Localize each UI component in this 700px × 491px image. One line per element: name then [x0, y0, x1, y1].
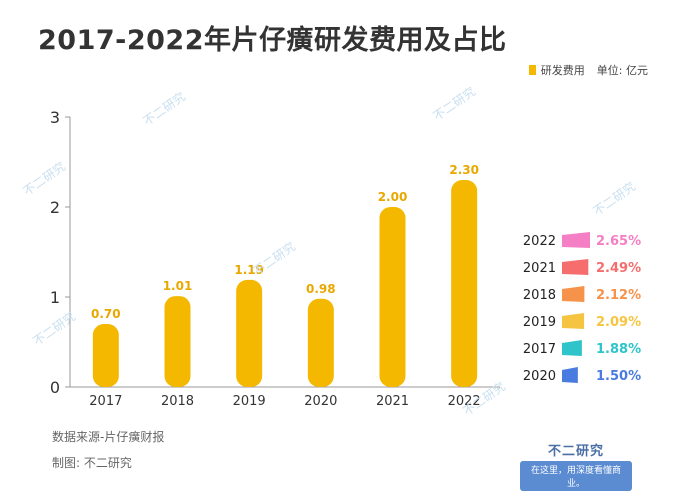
x-tick-label: 2022 — [448, 394, 481, 409]
bar — [379, 207, 406, 387]
legend: 研发费用 单位: 亿元 — [528, 62, 648, 78]
ranking-bar — [562, 286, 585, 302]
ranking-year-label: 2020 — [523, 369, 556, 384]
bar-value-label: 0.70 — [91, 307, 121, 321]
ranking-year-label: 2018 — [523, 288, 556, 303]
bar — [92, 324, 119, 387]
ranking-year-label: 2022 — [523, 234, 556, 249]
x-tick-label: 2021 — [376, 394, 409, 409]
x-tick-label: 2018 — [161, 394, 194, 409]
bar-value-label: 0.98 — [306, 282, 336, 296]
y-tick-label: 1 — [50, 288, 60, 307]
x-tick-label: 2017 — [89, 394, 122, 409]
y-tick-label: 0 — [50, 378, 60, 397]
ranking-value-label: 2.65% — [596, 234, 641, 249]
ranking-bar — [562, 313, 585, 329]
ranking-value-label: 1.88% — [596, 342, 641, 357]
ranking-year-label: 2019 — [523, 315, 556, 330]
ranking-bar — [562, 367, 578, 383]
bar — [236, 279, 263, 387]
chart-title: 2017-2022年片仔癀研发费用及占比 — [38, 25, 507, 56]
ranking-value-label: 1.50% — [596, 369, 641, 384]
x-tick-label: 2020 — [304, 394, 337, 409]
bar-value-label: 2.30 — [449, 163, 479, 177]
x-tick-label: 2019 — [233, 394, 266, 409]
bar-value-label: 2.00 — [378, 190, 408, 204]
brand-name: 不二研究 — [547, 444, 604, 459]
bar-value-label: 1.01 — [163, 279, 193, 293]
bar — [451, 180, 478, 387]
y-tick-label: 2 — [50, 198, 60, 217]
brand-slogan: 在这里，用深度看懂商业。 — [520, 461, 632, 491]
ranking-value-label: 2.09% — [596, 315, 641, 330]
brand-block: 不二研究 在这里，用深度看懂商业。 — [520, 440, 632, 491]
ranking-value-label: 2.12% — [596, 288, 641, 303]
chart-canvas: 0 1 2 3 0.70 2017 1.01 2018 1.19 2019 0.98 2020 2.00… — [50, 108, 641, 409]
y-tick-label: 3 — [50, 108, 60, 127]
data-source: 数据来源-片仔癀财报 — [52, 430, 165, 444]
ranking-bar — [562, 340, 582, 356]
bar — [307, 298, 334, 387]
legend-swatch — [528, 65, 536, 75]
bar — [164, 296, 191, 387]
legend-unit-label: 单位: 亿元 — [596, 64, 648, 77]
ranking-year-label: 2017 — [523, 342, 556, 357]
legend-series-label: 研发费用 — [540, 64, 585, 77]
ranking-bar — [562, 232, 590, 248]
ranking-year-label: 2021 — [523, 261, 556, 276]
bar-value-label: 1.19 — [234, 263, 264, 277]
ranking-bar — [562, 259, 589, 275]
chart-author: 制图: 不二研究 — [52, 456, 132, 470]
ranking-value-label: 2.49% — [596, 261, 641, 276]
